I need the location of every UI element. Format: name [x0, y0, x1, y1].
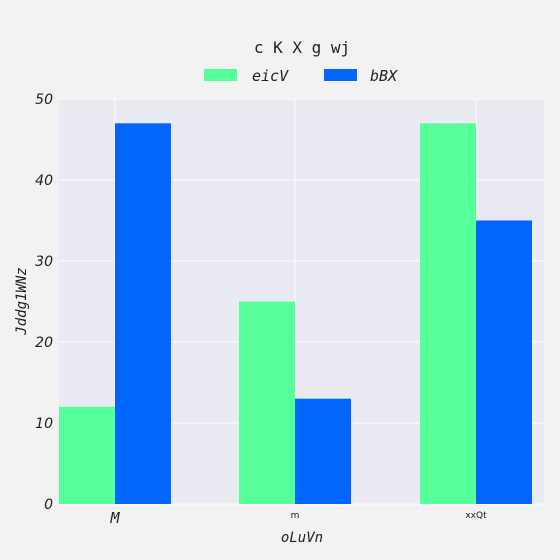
bar-eicv-2: [420, 123, 476, 505]
legend-label-bbx: bBX: [370, 67, 398, 85]
y-tick-label-0: 0: [44, 497, 53, 513]
bar-eicv-1: [239, 301, 295, 504]
bar-eicv-0: [59, 406, 115, 504]
bar-bbx-1: [295, 398, 351, 504]
x-tick-label-1: m: [291, 511, 300, 521]
bars: [59, 123, 532, 505]
x-axis-label: oLuVn: [281, 530, 323, 546]
y-axis-label: Jddg1WNz: [14, 267, 30, 335]
legend-swatch-eicv: [204, 69, 237, 81]
x-tick-label-0: M: [109, 509, 120, 527]
legend-label-eicv: eicV: [252, 67, 289, 85]
x-tick-label-2: xxQt: [465, 511, 487, 521]
y-tick-label-4: 40: [35, 173, 53, 189]
y-tick-label-2: 20: [35, 335, 53, 351]
legend: eicV bBX: [204, 67, 398, 85]
bar-bbx-2: [476, 220, 532, 504]
y-tick-label-5: 50: [35, 92, 53, 108]
bar-bbx-0: [115, 123, 171, 505]
y-tick-label-3: 30: [35, 254, 53, 270]
chart-title: c K X g wj: [254, 38, 350, 57]
legend-swatch-bbx: [324, 69, 357, 81]
y-tick-label-1: 10: [35, 416, 53, 432]
y-tick-labels: 0 10 20 30 40 50: [35, 92, 53, 513]
